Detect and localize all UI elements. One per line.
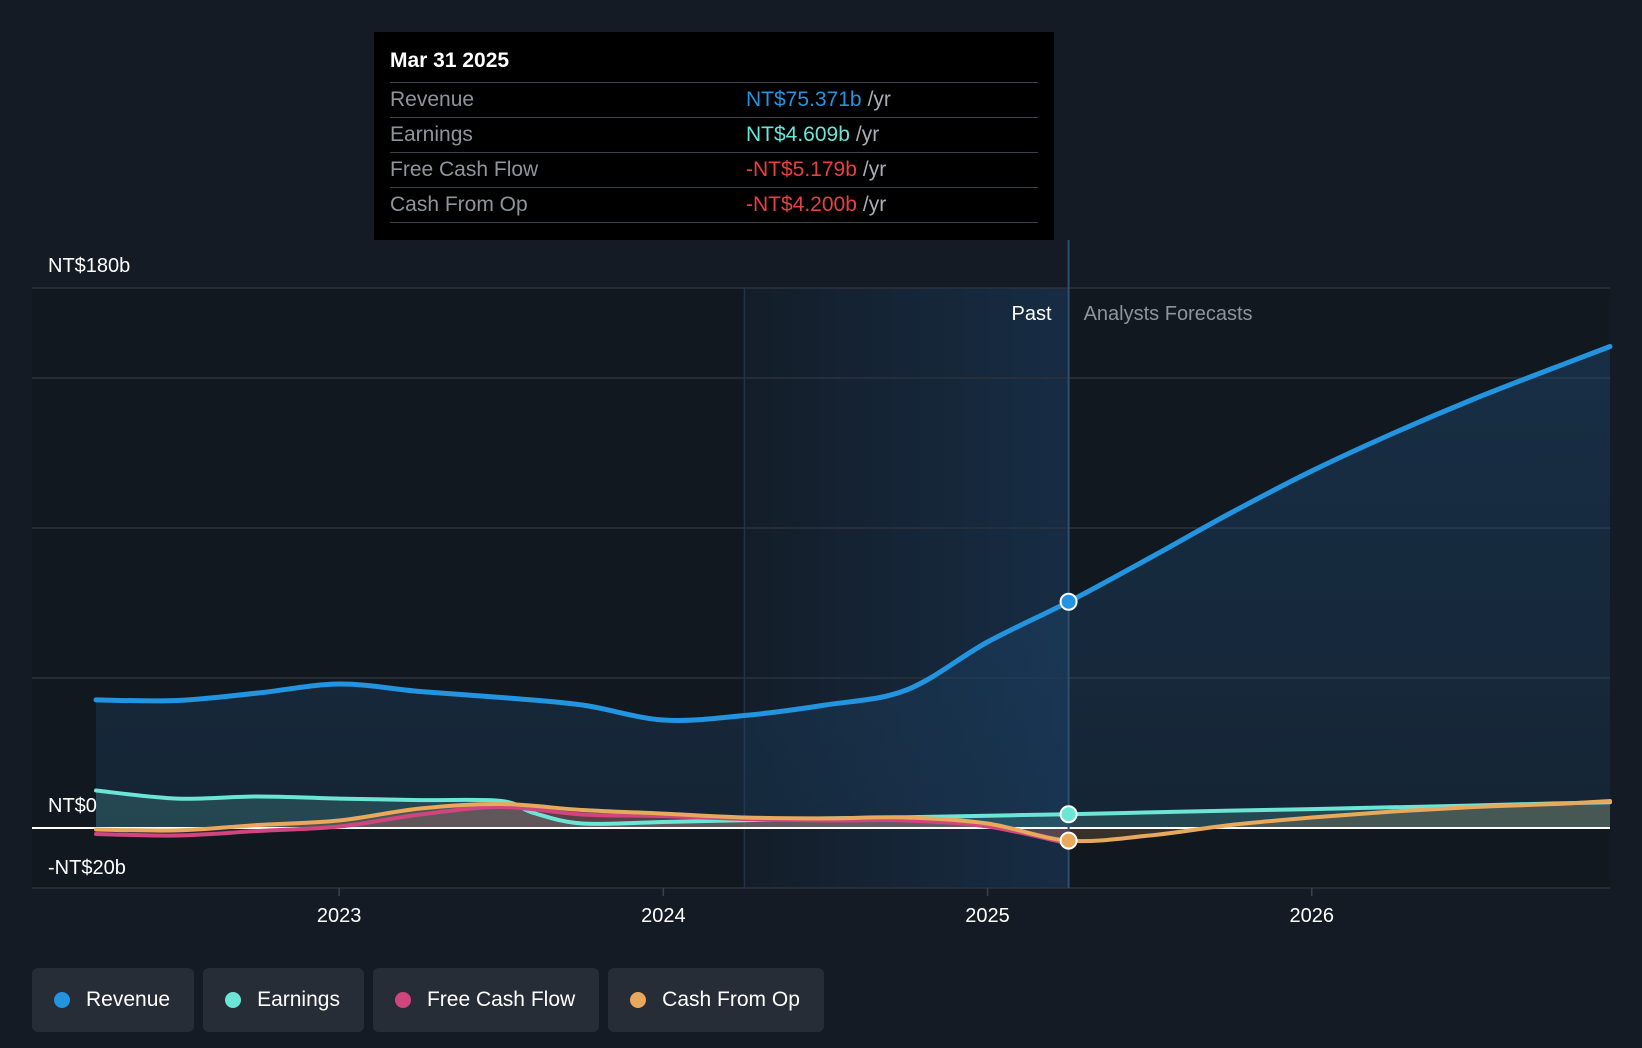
legend: Revenue Earnings Free Cash Flow Cash Fro… (32, 968, 824, 1032)
tooltip-row-value: -NT$4.200b (746, 193, 857, 216)
free-cash-flow-line (94, 805, 1071, 846)
legend-label: Free Cash Flow (426, 988, 576, 1011)
tooltip: Mar 31 2025 Revenue NT$75.371b /yr Earni… (374, 32, 1054, 240)
tooltip-row-value: NT$4.609b (746, 123, 850, 146)
legend-label: Cash From Op (662, 988, 800, 1011)
tooltip-row-earnings: Earnings NT$4.609b /yr (390, 118, 1038, 153)
cash-from-op-dot-icon (630, 992, 647, 1008)
tooltip-row-name: Earnings (390, 123, 473, 146)
x-tick-label: 2024 (641, 905, 686, 927)
tooltip-row-name: Cash From Op (390, 193, 528, 216)
past-label: Past (1012, 303, 1052, 325)
earnings-marker (1059, 805, 1078, 824)
tooltip-row-name: Free Cash Flow (390, 158, 539, 181)
x-tick-label: 2025 (965, 905, 1010, 927)
earnings-dot-icon (225, 992, 242, 1008)
series-lines (93, 344, 1613, 846)
earnings-area (96, 790, 1610, 828)
legend-item-cash-from-op[interactable]: Cash From Op (608, 968, 824, 1032)
y-axis-labels: NT$180b NT$0 -NT$20b (48, 255, 130, 879)
legend-label: Earnings (257, 988, 340, 1011)
x-tick-label: 2026 (1289, 905, 1334, 927)
tooltip-row-value: -NT$5.179b (746, 158, 857, 181)
tooltip-row-unit: /yr (862, 193, 887, 216)
free-cash-flow-dot-icon (394, 992, 411, 1008)
revenue-dot-icon (54, 992, 70, 1008)
tooltip-row-value: NT$75.371b (746, 88, 862, 111)
cash-from-op-marker (1059, 831, 1078, 850)
y-tick-label: -NT$20b (48, 857, 126, 879)
tooltip-row-revenue: Revenue NT$75.371b /yr (390, 83, 1038, 118)
tooltip-row-unit: /yr (862, 158, 887, 181)
series-markers (1059, 592, 1078, 850)
revenue-area (96, 346, 1610, 828)
revenue-marker (1059, 592, 1078, 611)
forecast-label: Analysts Forecasts (1084, 303, 1253, 325)
legend-item-free-cash-flow[interactable]: Free Cash Flow (372, 968, 600, 1032)
y-tick-label: NT$0 (48, 795, 97, 817)
x-axis-labels: 2023 2024 2025 2026 (317, 888, 1334, 927)
legend-item-earnings[interactable]: Earnings (203, 968, 364, 1032)
tooltip-row-name: Revenue (390, 88, 475, 111)
tooltip-date: Mar 31 2025 (390, 46, 1038, 83)
legend-item-revenue[interactable]: Revenue (32, 968, 195, 1032)
tooltip-row-cash-from-op: Cash From Op -NT$4.200b /yr (390, 188, 1038, 223)
tooltip-row-unit: /yr (855, 123, 880, 146)
revenue-line (93, 344, 1613, 723)
legend-label: Revenue (86, 988, 171, 1011)
cash-from-op-line (94, 799, 1612, 844)
y-tick-label: NT$180b (48, 255, 130, 277)
x-tick-label: 2023 (317, 905, 362, 927)
tooltip-row-unit: /yr (867, 88, 891, 111)
tooltip-row-free-cash-flow: Free Cash Flow -NT$5.179b /yr (390, 153, 1038, 188)
